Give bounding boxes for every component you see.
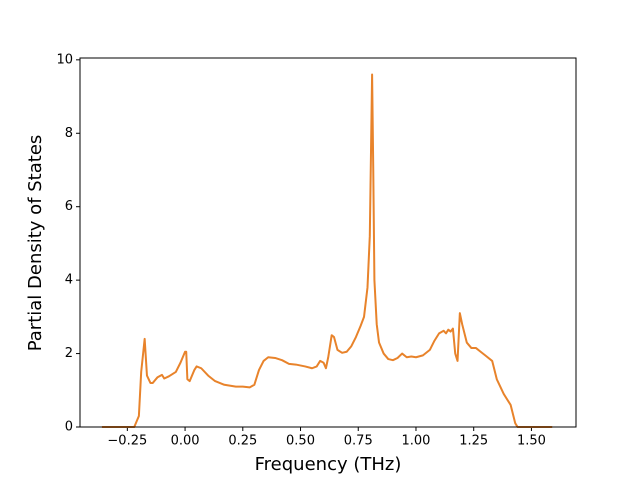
plot-frame <box>79 57 577 428</box>
x-tick-label: 0.50 <box>286 434 315 449</box>
x-axis-label: Frequency (THz) <box>255 454 402 475</box>
y-tick-label: 2 <box>65 346 73 361</box>
y-tick-label: 8 <box>65 126 73 141</box>
x-tick-label: 1.00 <box>402 434 431 449</box>
x-tick-label: 1.50 <box>517 434 546 449</box>
x-tick-label: 0.00 <box>171 434 200 449</box>
y-tick-label: 6 <box>65 199 73 214</box>
y-tick-label: 0 <box>65 420 73 435</box>
y-tick-label: 10 <box>56 52 73 67</box>
x-tick-label: 1.25 <box>459 434 488 449</box>
line-series <box>101 73 553 428</box>
y-tick-label: 4 <box>65 273 73 288</box>
y-axis-label: Partial Density of States <box>25 135 46 352</box>
x-tick-label: 0.25 <box>228 434 257 449</box>
x-tick-label: 0.75 <box>344 434 373 449</box>
x-tick-label: −0.25 <box>107 434 147 449</box>
